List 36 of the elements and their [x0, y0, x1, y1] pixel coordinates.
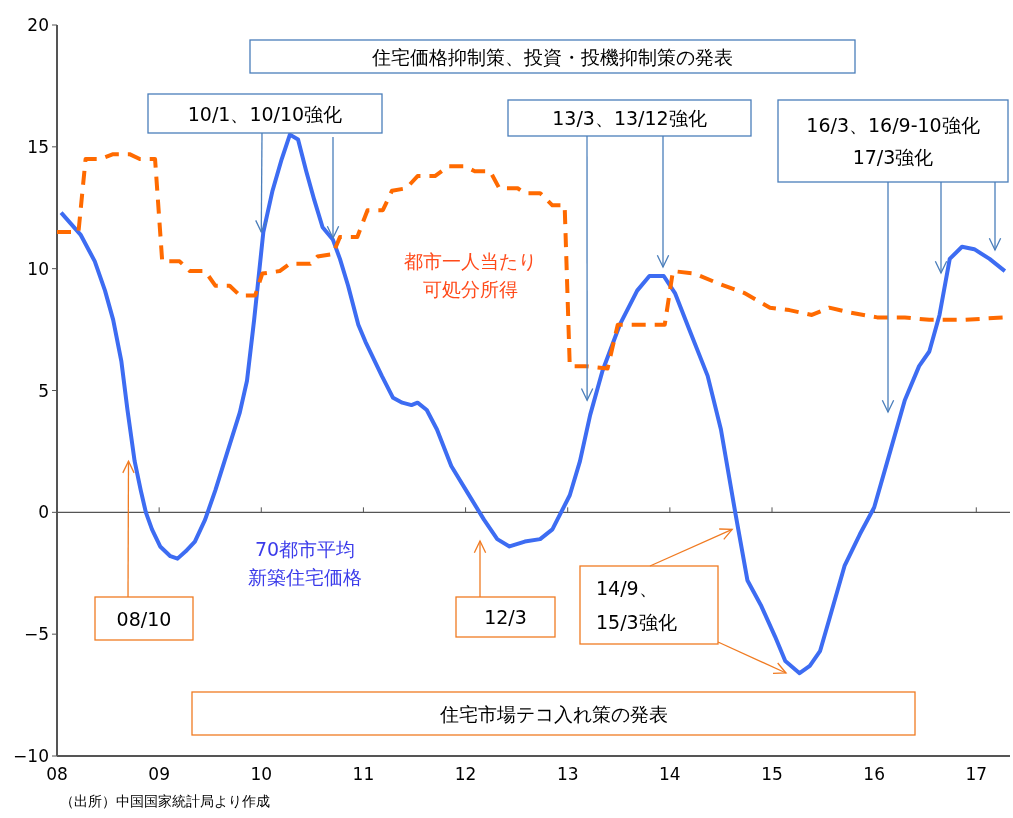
annotation: 08/10	[94, 596, 194, 641]
annotation: 住宅市場テコ入れ策の発表	[191, 691, 916, 736]
annotation: 12/3	[484, 606, 527, 628]
annotation: 16/3、16/9-10強化 17/3強化	[777, 99, 1009, 183]
y-tick-label: 5	[38, 380, 49, 401]
annotation: 14/9、 15/3強化	[596, 577, 677, 633]
annotation: 10/1、10/10強化	[187, 102, 343, 125]
y-tick-label: 15	[27, 136, 49, 157]
annotation: 14/9、 15/3強化	[579, 565, 719, 645]
x-tick-label: 14	[659, 764, 681, 784]
annotation: 13/3、13/12強化	[507, 99, 752, 137]
x-tick-label: 17	[965, 764, 988, 784]
annotation: 12/3	[455, 596, 556, 638]
annotation: 10/1、10/10強化	[147, 93, 383, 134]
x-tick-label: 13	[556, 764, 579, 784]
annotation: 住宅市場テコ入れ策の発表	[438, 702, 668, 725]
x-tick-label: 08	[46, 764, 68, 784]
y-tick-label: −10	[13, 746, 49, 766]
y-tick-label: 10	[27, 258, 49, 279]
x-tick-label: 09	[148, 764, 170, 784]
annotation: 住宅価格抑制策、投資・投機抑制策の発表	[371, 45, 733, 68]
x-tick-label: 12	[454, 764, 477, 784]
y-tick-label: −5	[23, 624, 49, 645]
annotation: 16/3、16/9-10強化 17/3強化	[806, 114, 980, 168]
y-tick-label: 20	[27, 15, 49, 35]
series-label: 都市一人当たり可処分所得	[403, 250, 537, 300]
text: 70都市平均新築住宅価格	[248, 538, 362, 588]
annotation: 住宅価格抑制策、投資・投機抑制策の発表	[249, 39, 856, 74]
x-tick-label: 10	[250, 764, 273, 784]
x-tick-label: 11	[352, 764, 375, 784]
x-tick-label: 15	[761, 764, 783, 784]
x-tick-label: 16	[863, 764, 885, 784]
annotation: 13/3、13/12強化	[552, 107, 707, 129]
annotation: （出所）中国国家統計局より作成	[60, 793, 270, 809]
y-tick-label: 0	[38, 502, 49, 523]
annotation: 08/10	[116, 607, 172, 630]
